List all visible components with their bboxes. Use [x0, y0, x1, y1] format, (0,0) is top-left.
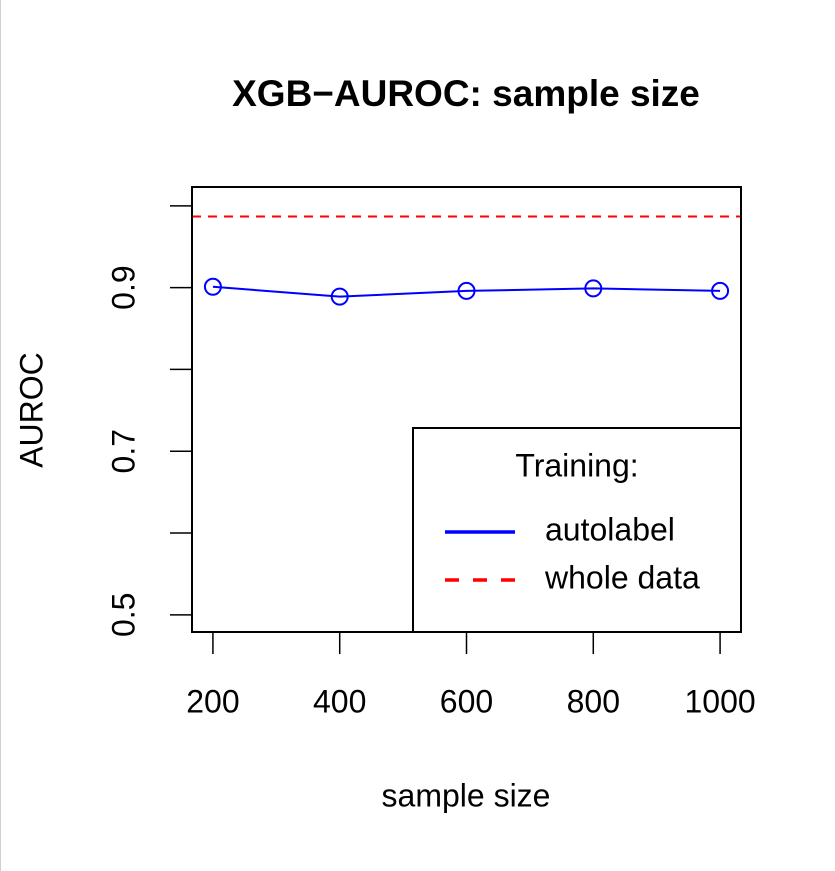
- x-tick-label: 800: [567, 683, 620, 719]
- data-point: [457, 281, 476, 300]
- x-tick-label: 400: [313, 683, 366, 719]
- data-point: [330, 287, 349, 306]
- x-tick-label: 200: [186, 683, 239, 719]
- data-point: [584, 279, 603, 298]
- data-point: [711, 281, 730, 300]
- y-tick-label: 0.9: [105, 265, 141, 309]
- x-tick-label: 600: [440, 683, 493, 719]
- x-tick-label: 1000: [684, 683, 755, 719]
- x-axis-label: sample size: [382, 777, 551, 813]
- legend-label: whole data: [544, 559, 700, 595]
- y-tick-label: 0.5: [105, 593, 141, 637]
- y-axis-label: AUROC: [13, 352, 49, 468]
- legend-title: Training:: [515, 447, 638, 483]
- legend-label: autolabel: [545, 511, 675, 547]
- legend-box: [412, 427, 742, 633]
- series-line: [212, 285, 721, 298]
- y-tick-label: 0.7: [105, 429, 141, 473]
- data-point: [203, 277, 222, 296]
- chart-title: XGB−AUROC: sample size: [232, 73, 700, 114]
